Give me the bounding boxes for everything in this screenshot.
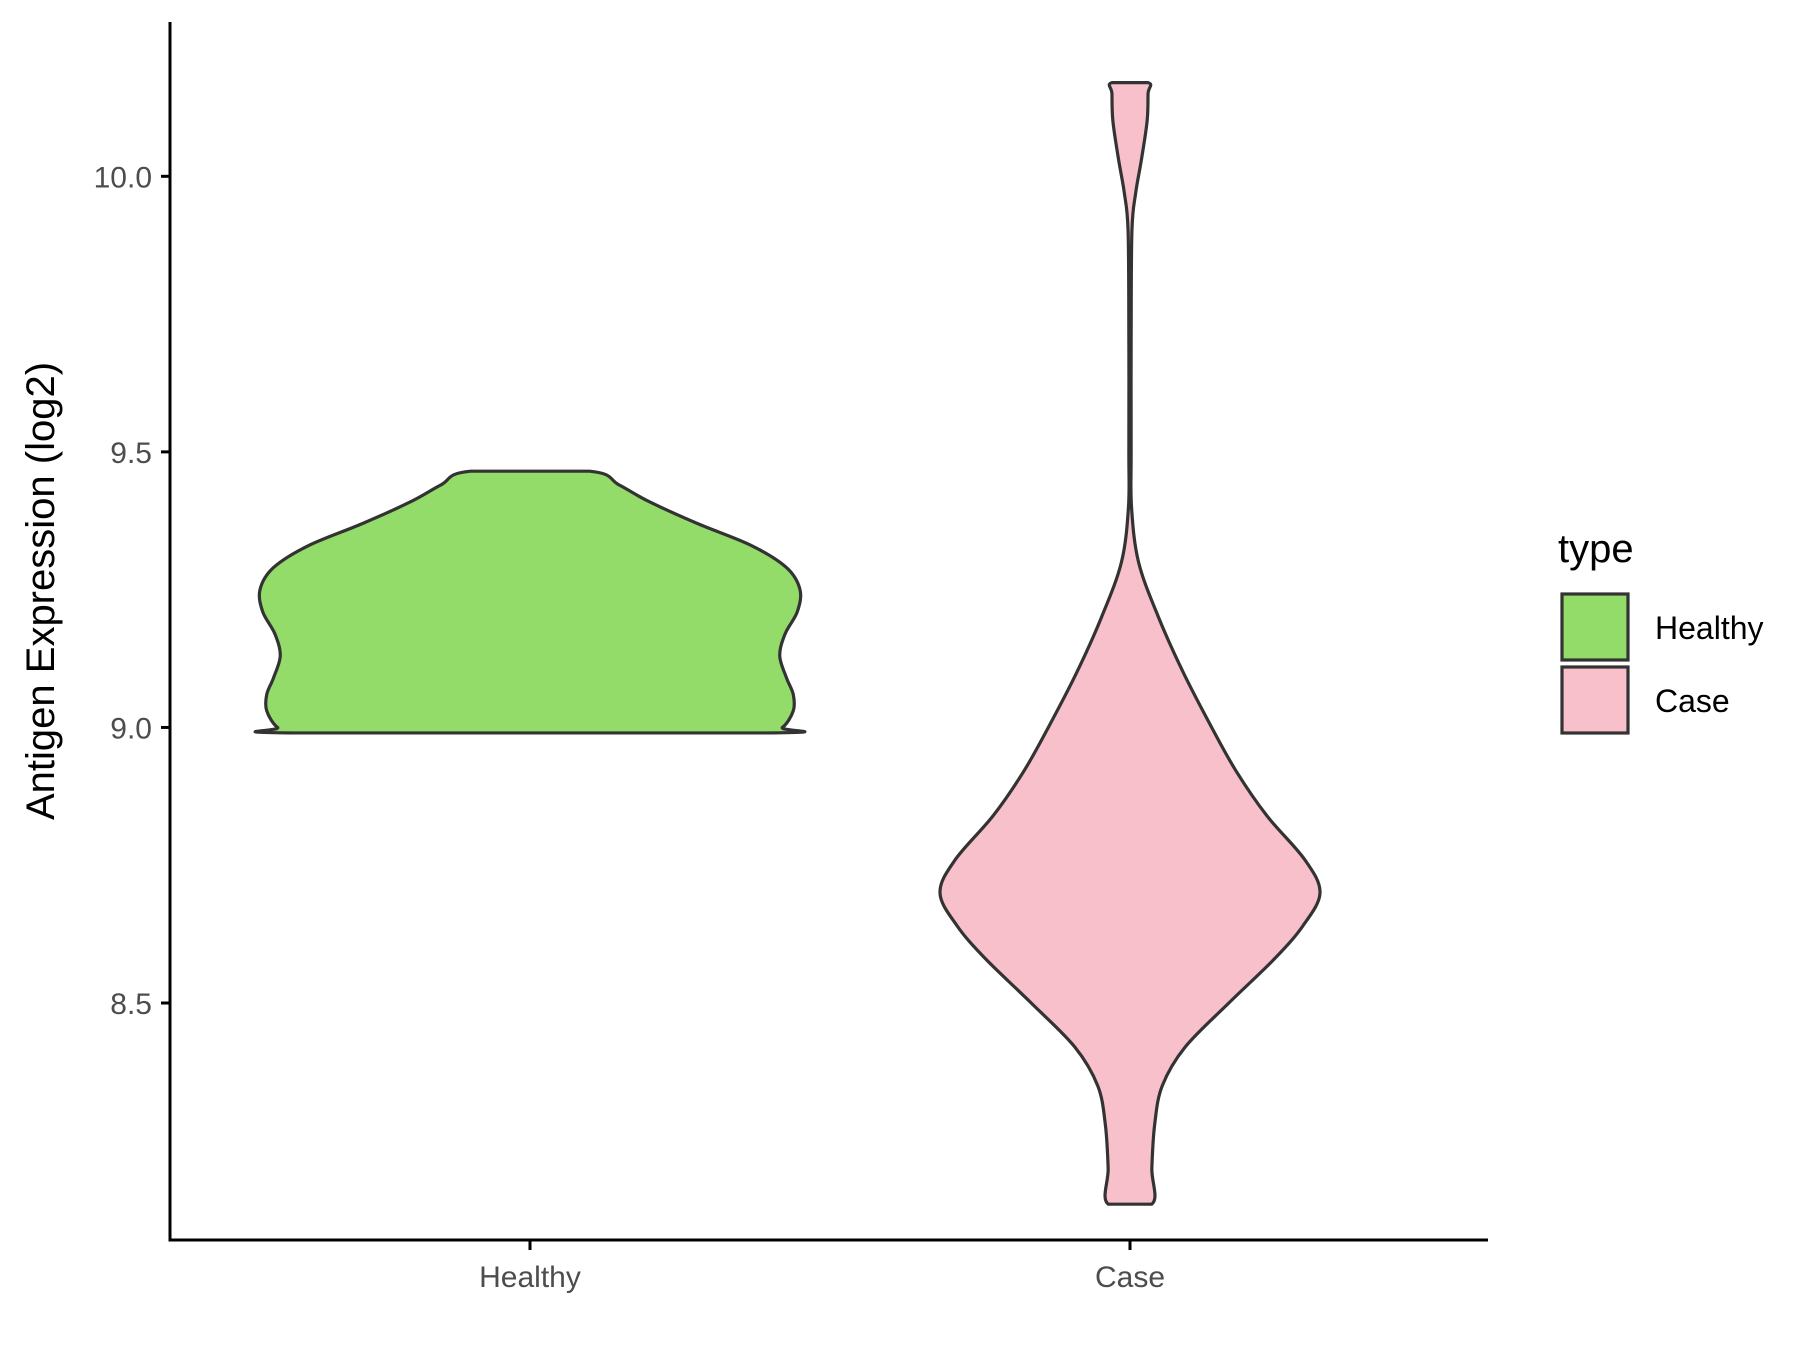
legend-swatch-healthy — [1560, 592, 1630, 662]
x-tick-label: Healthy — [479, 1261, 581, 1294]
y-tick-label: 9.5 — [110, 437, 152, 470]
y-tick-label: 8.5 — [110, 988, 152, 1021]
y-ticks: 8.5 9.0 9.5 10.0 — [94, 161, 170, 1021]
x-tick-label: Case — [1095, 1261, 1165, 1294]
legend-entries: Healthy Case — [1560, 592, 1764, 735]
y-tick-label: 10.0 — [94, 161, 152, 194]
violin-layer — [253, 81, 1322, 1206]
violin-case — [938, 81, 1322, 1206]
legend-title: type — [1558, 527, 1634, 571]
legend-label-healthy: Healthy — [1655, 610, 1764, 646]
legend-swatch-case — [1560, 665, 1630, 735]
legend-label-case: Case — [1655, 683, 1730, 719]
x-ticks: Healthy Case — [479, 1240, 1165, 1294]
legend: type Healthy Case — [1558, 527, 1764, 735]
y-axis-title: Antigen Expression (log2) — [19, 362, 63, 820]
y-tick-label: 9.0 — [110, 712, 152, 745]
axes: 8.5 9.0 9.5 10.0 Healthy Case — [94, 22, 1488, 1294]
violin-healthy — [253, 469, 807, 735]
